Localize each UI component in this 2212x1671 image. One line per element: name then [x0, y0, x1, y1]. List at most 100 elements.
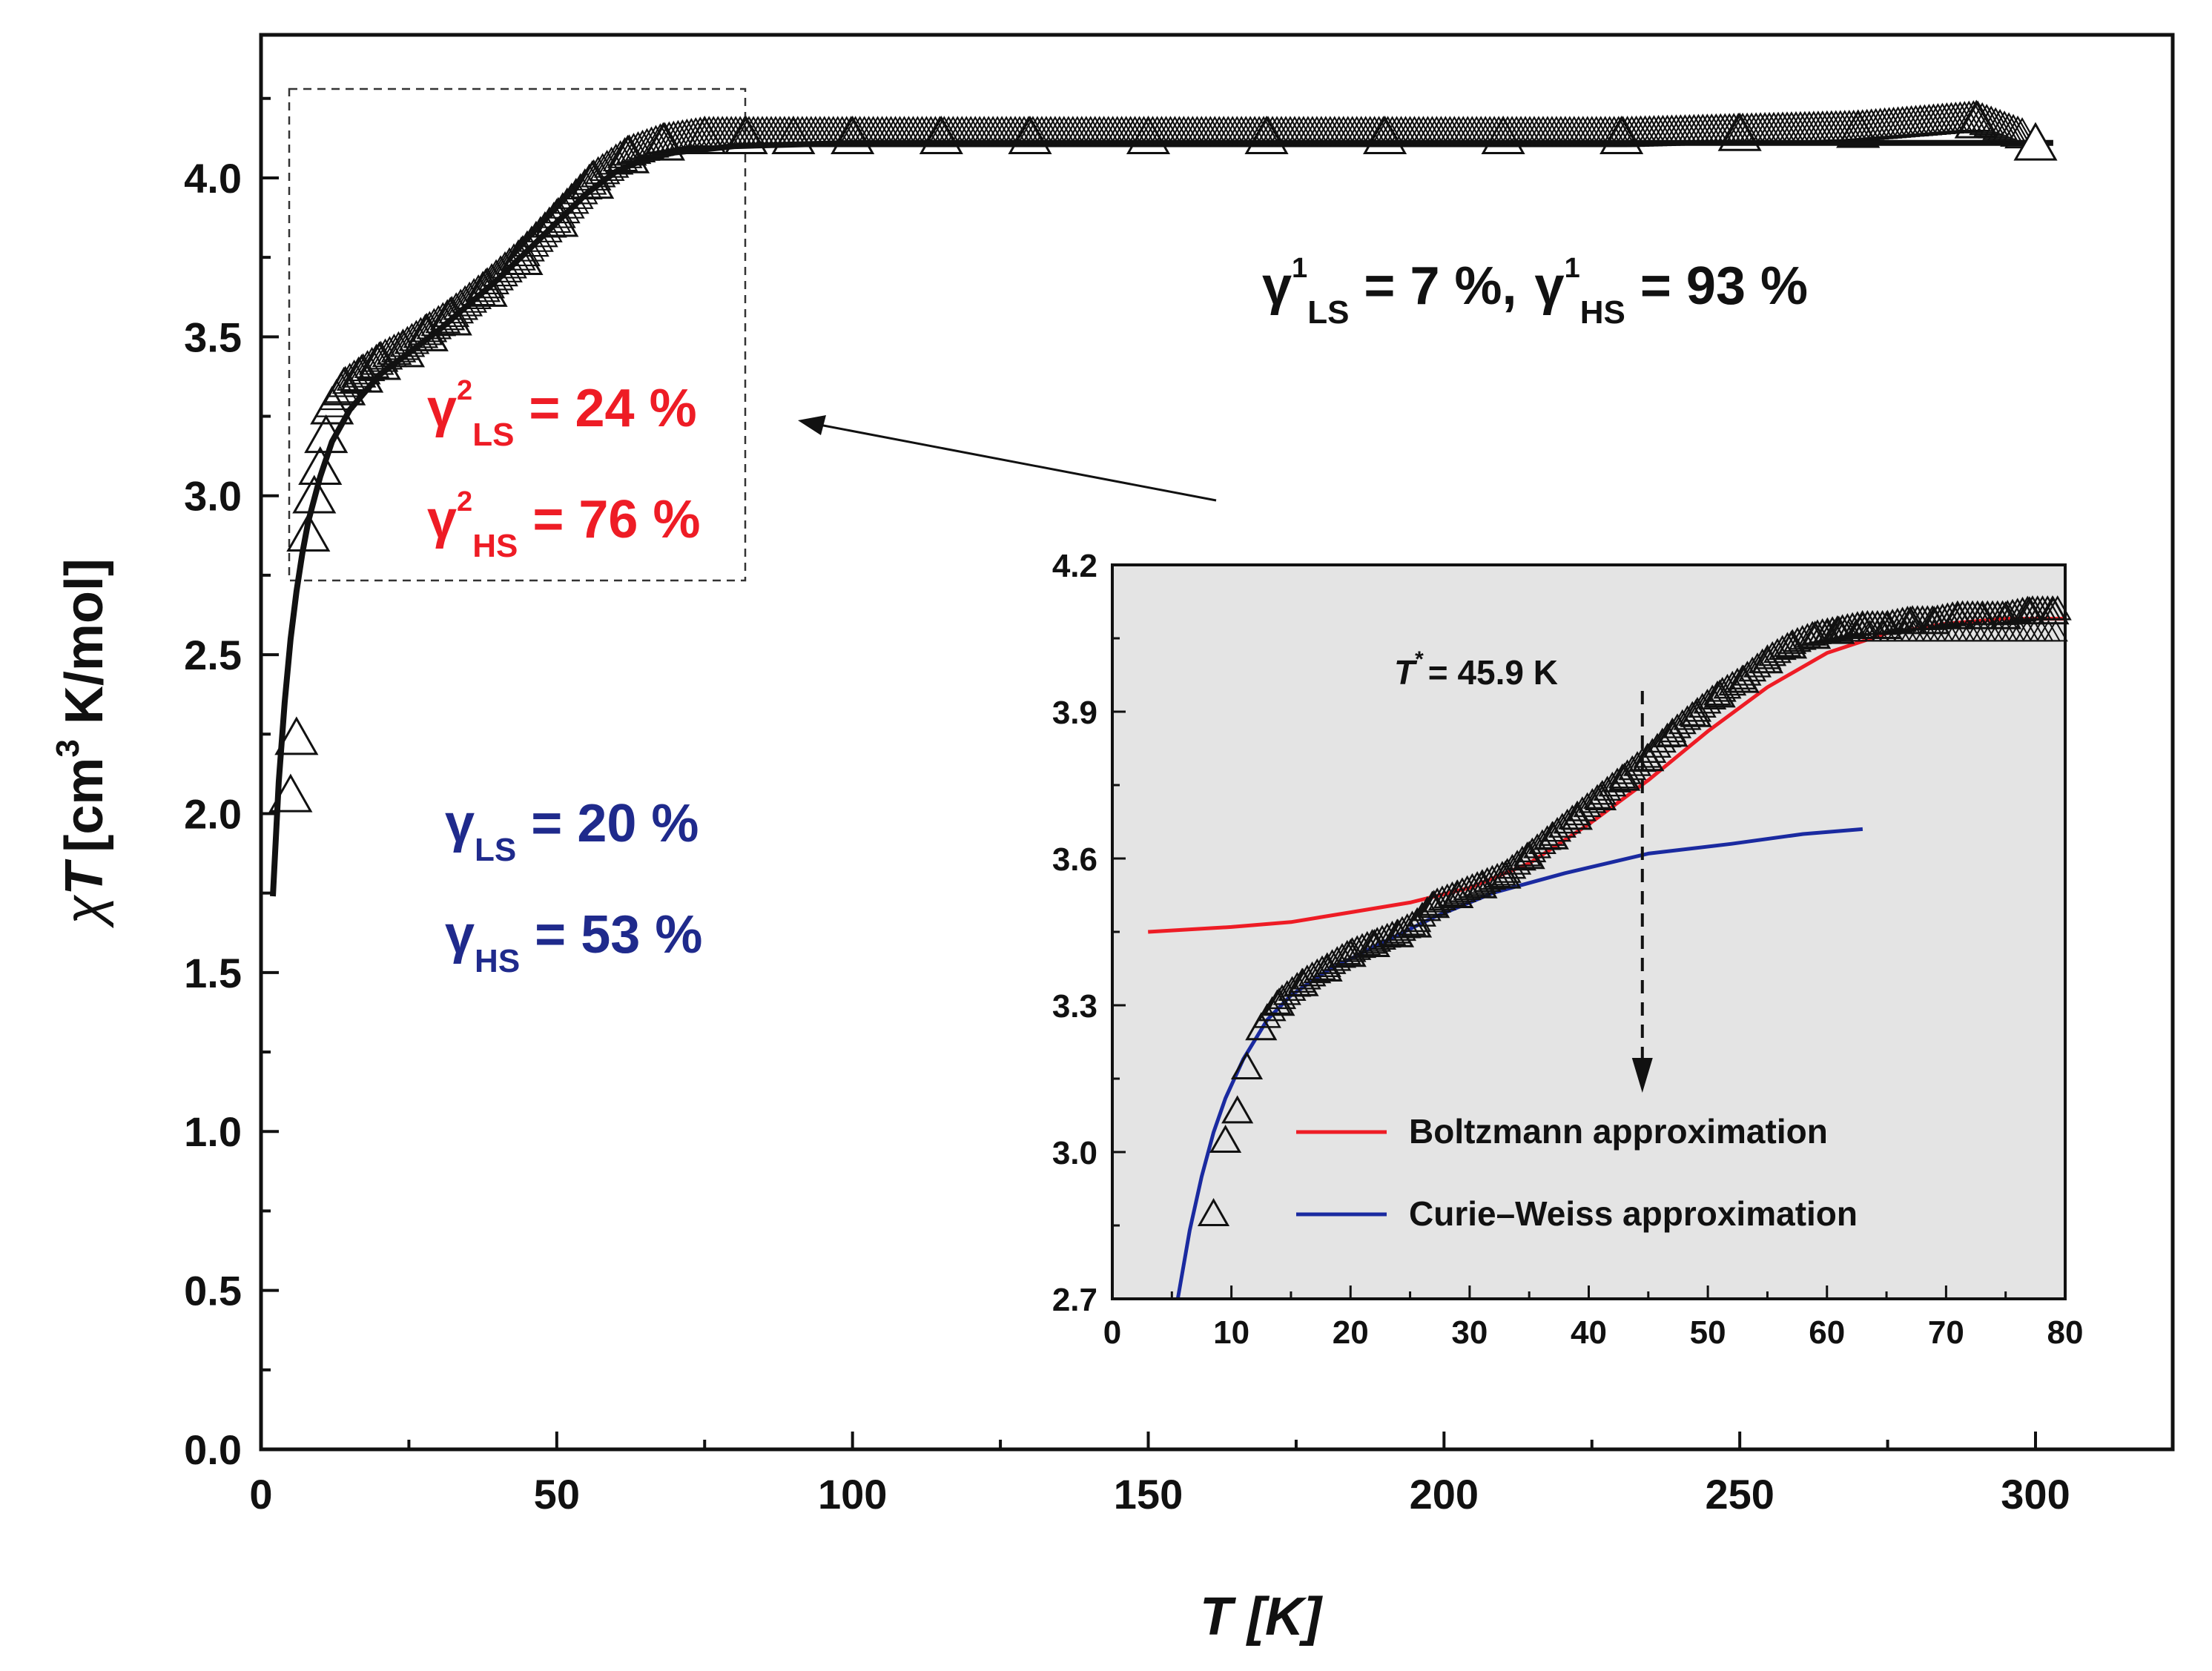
main-y-tick-label: 3.5 [184, 314, 242, 360]
inset-data-triangle-dense [1763, 638, 1792, 664]
main-data-triangle [831, 115, 875, 155]
inset-data-triangle-dense [2008, 596, 2037, 622]
inset-data-triangle [1703, 679, 1736, 708]
inset-data-triangle [1287, 967, 1319, 996]
inset-x-tick-label: 20 [1333, 1314, 1369, 1351]
inset-data-triangle-dense [1418, 890, 1447, 916]
t-star-marker [1631, 691, 1653, 1093]
main-data-triangle-dense [416, 308, 452, 340]
inset-y-axis-ticks: 2.7 3.0 3.3 3.6 3.9 4.2 [1052, 548, 1126, 1318]
inset-data-triangle [1894, 606, 1927, 635]
inset-x-tick-label: 10 [1213, 1314, 1249, 1351]
main-data-triangle [1717, 112, 1762, 151]
main-data-triangle-dense [487, 251, 523, 282]
inset-data-triangle [1489, 860, 1522, 889]
inset-data-triangle [1418, 890, 1450, 919]
main-data-triangle [771, 115, 816, 155]
main-data-triangle [304, 414, 349, 454]
inset-y-tick-label: 3.3 [1052, 988, 1097, 1025]
main-y-tick-label: 3.0 [184, 473, 242, 520]
gamma-zoom-ls-annotation: γ2LS = 24 % [427, 375, 697, 453]
main-data-triangle [535, 198, 579, 237]
inset-data-triangle-dense [1783, 626, 1812, 652]
inset-data-triangle-dense [2043, 620, 2068, 642]
main-data-triangle [292, 474, 337, 514]
inset-data-triangle [1941, 600, 1975, 629]
main-data-triangle-dense [367, 338, 403, 370]
main-x-axis-ticks: 0 50 100 150 200 250 300 [249, 1432, 2070, 1518]
main-data-triangle [404, 312, 449, 351]
main-x-tick-label: 300 [2001, 1471, 2070, 1518]
main-data-triangle [286, 512, 331, 552]
main-x-tick-label: 250 [1705, 1471, 1774, 1518]
main-y-tick-label: 4.0 [184, 155, 242, 202]
main-data-triangle-dense [492, 247, 527, 279]
main-data-triangle [499, 236, 544, 275]
inset-data-triangle-dense [1933, 602, 1962, 628]
main-data-triangle-dense [620, 130, 656, 163]
inset-data-triangle-dense [1673, 705, 1702, 730]
inset-data-triangle-dense [1423, 887, 1452, 913]
main-data-triangle [1836, 109, 1881, 148]
gamma-global-annotation: γ1LS = 7 %, γ1HS = 93 % [1262, 253, 1808, 331]
main-data-triangle-dense [633, 126, 670, 158]
inset-x-tick-label: 60 [1809, 1314, 1845, 1351]
inset-y-tick-label: 3.0 [1052, 1135, 1097, 1171]
inset-y-tick-label: 3.9 [1052, 695, 1097, 731]
main-data-triangle [1244, 115, 1289, 155]
inset-data-triangle [1209, 1125, 1242, 1154]
main-y-tick-label: 2.0 [184, 790, 242, 837]
main-data-triangle [724, 115, 768, 155]
inset-data-triangle-dense [1548, 813, 1577, 838]
inset-data-triangle [1197, 1198, 1230, 1227]
main-data-triangle [268, 773, 313, 813]
inset-data-triangle [1632, 743, 1665, 772]
main-plot-frame [259, 33, 2175, 1452]
main-y-tick-label: 1.5 [184, 950, 242, 996]
main-data-triangle-dense [425, 302, 461, 334]
inset-data-triangle [1334, 939, 1367, 967]
inset-data-triangle [1680, 698, 1712, 727]
main-data-triangle [463, 268, 508, 307]
main-data-triangle [2013, 122, 2058, 161]
zoom-region-box [288, 87, 747, 582]
main-data-triangle-dense [465, 271, 501, 302]
inset-x-tick-label: 0 [1103, 1314, 1121, 1351]
main-y-tick-label: 2.5 [184, 632, 242, 678]
main-data-triangle-dense [331, 363, 368, 394]
main-y-tick-label: 0.0 [184, 1426, 242, 1473]
inset-data-triangle [1727, 664, 1760, 693]
main-data-triangle-dense [598, 143, 634, 175]
inset-data-triangle-dense [1713, 673, 1742, 699]
inset-y-tick-label: 2.7 [1052, 1282, 1097, 1318]
main-data-triangle [310, 386, 354, 425]
inset-x-tick-label: 50 [1690, 1314, 1726, 1351]
main-data-triangle-dense [589, 149, 625, 182]
inset-plot: 0 10 20 30 40 50 60 70 80 2.7 3.0 3.3 3.6 3.9 4.2 T* =… [1052, 548, 2084, 1351]
inset-data-points [1197, 595, 2072, 1227]
inset-data-triangle [1799, 621, 1832, 649]
inset-data-triangle [1381, 919, 1415, 947]
main-data-triangle-dense [1995, 113, 2031, 145]
inset-data-triangle [1536, 821, 1569, 850]
inset-background [1112, 565, 2065, 1299]
inset-data-triangle-dense [1473, 867, 1502, 893]
inset-data-triangle [1465, 870, 1498, 899]
inset-data-triangle-dense [1438, 881, 1467, 907]
main-x-tick-label: 200 [1410, 1471, 1479, 1518]
inset-data-triangle-dense [1498, 853, 1527, 879]
y-axis-title: χT[cm3 K/mol] [50, 558, 114, 929]
inset-data-triangle [2013, 596, 2046, 625]
main-x-tick-label: 100 [818, 1471, 887, 1518]
inset-data-triangle [1990, 600, 2022, 629]
main-data-triangle-dense [474, 262, 509, 294]
inset-data-triangle [1608, 762, 1641, 791]
curie-weiss-curve [1175, 827, 1863, 1300]
gamma-zoom-hs-annotation: γ2HS = 76 % [427, 486, 700, 564]
main-x-tick-label: 0 [249, 1471, 272, 1518]
inset-data-triangle-dense [1258, 996, 1287, 1022]
main-data-triangle [298, 446, 343, 485]
inset-data-triangle-dense [1508, 845, 1536, 871]
inset-y-tick-label: 3.6 [1052, 841, 1097, 878]
